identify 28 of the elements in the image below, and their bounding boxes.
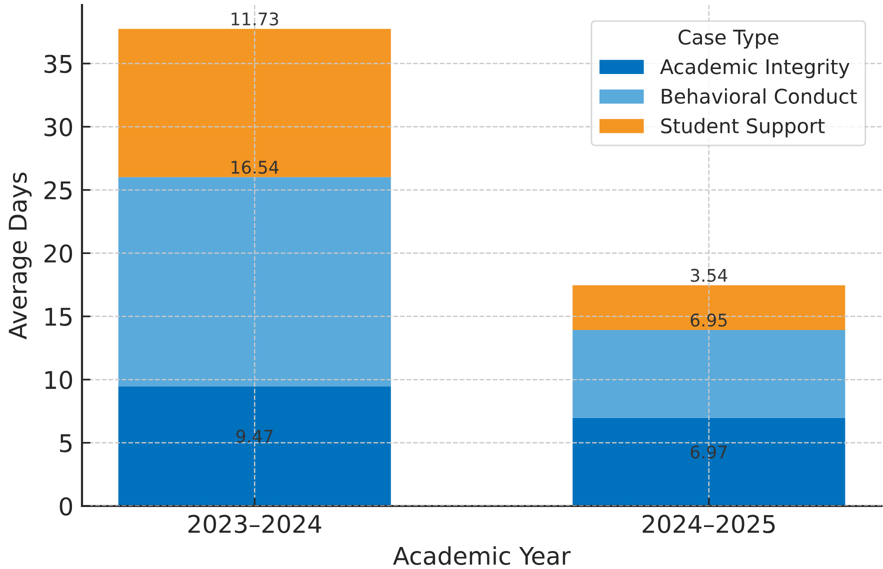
y-tick-label: 30 [44,118,72,136]
y-axis-title: Average Days [8,172,32,340]
legend-title: Case Type [678,30,778,49]
data-label: 6.97 [690,445,727,459]
y-tick-label: 5 [60,434,72,452]
data-label: 3.54 [690,268,728,282]
y-tick-label: 0 [60,497,72,516]
bar [118,28,391,178]
legend-label: Student Support [661,118,825,138]
y-tick-label: 35 [44,54,72,74]
bar [572,285,846,330]
legend-label: Behavioral Conduct [662,88,857,104]
x-axis-title: Academic Year [393,546,571,566]
data-label: 16.54 [232,160,278,174]
y-tick-label: 10 [45,370,72,390]
y-tick-label: 25 [44,181,72,200]
data-label: 9.47 [236,430,272,443]
bar [572,330,846,418]
bar [572,418,846,506]
data-label: 11.73 [232,12,278,26]
y-tick-label: 20 [44,244,72,263]
y-tick-label: 15 [45,308,72,326]
legend-label: Academic Integrity [660,58,850,78]
data-label: 6.95 [690,314,727,327]
x-tick-label: 2023–2024 [188,514,322,534]
x-tick-label: 2024–2025 [642,514,775,534]
bar [118,386,391,506]
bar [118,177,391,386]
